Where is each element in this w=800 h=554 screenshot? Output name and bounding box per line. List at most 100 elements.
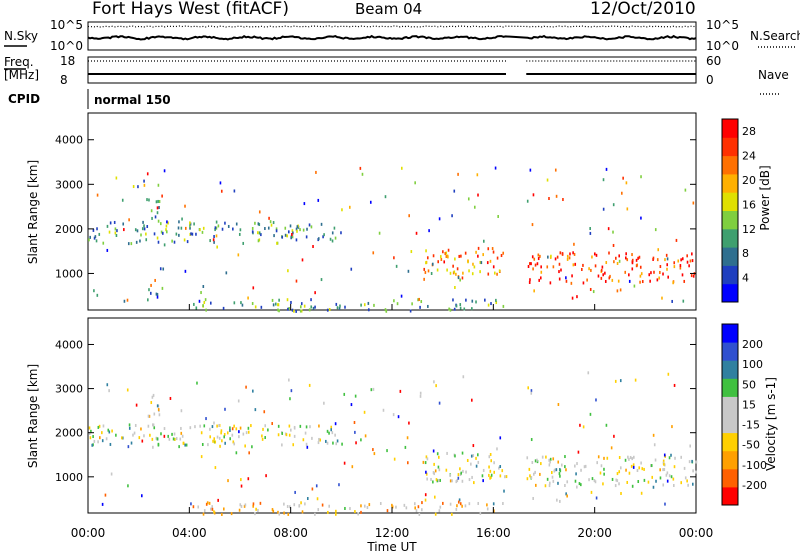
- range-cell: [283, 511, 285, 515]
- range-cell: [272, 221, 275, 225]
- range-cell: [171, 432, 173, 436]
- range-cell: [318, 424, 320, 428]
- range-cell: [564, 465, 566, 469]
- range-cell: [656, 258, 659, 262]
- range-cell: [576, 485, 578, 489]
- range-cell: [238, 435, 240, 439]
- range-cell: [595, 398, 597, 402]
- colorbar-tick-label: 20: [742, 174, 756, 187]
- range-cell: [537, 253, 540, 257]
- range-cell: [154, 278, 156, 282]
- range-cell: [673, 383, 676, 387]
- range-cell: [481, 474, 484, 478]
- range-cell: [415, 509, 418, 513]
- range-cell: [251, 226, 254, 230]
- range-cell: [295, 227, 298, 231]
- range-cell: [110, 472, 113, 476]
- sky-noise-trace: [87, 34, 697, 41]
- range-cell: [589, 287, 592, 291]
- range-cell: [460, 471, 463, 475]
- range-cell: [501, 469, 504, 473]
- range-cell: [300, 302, 303, 306]
- range-cell: [302, 228, 305, 232]
- range-cell: [278, 298, 280, 302]
- freq-tick-bottom: 8: [60, 73, 68, 87]
- range-cell: [289, 505, 291, 509]
- range-cell: [235, 222, 238, 226]
- range-cell: [492, 265, 495, 269]
- range-cell: [546, 265, 549, 269]
- range-cell: [132, 185, 135, 189]
- range-cell: [260, 233, 262, 237]
- range-cell: [477, 254, 479, 258]
- range-cell: [173, 240, 176, 244]
- range-cell: [471, 475, 473, 479]
- velocity-colorbar-label: Velocity [m s-1]: [764, 377, 778, 471]
- range-cell: [631, 457, 634, 461]
- range-cell: [680, 481, 683, 485]
- range-cell: [571, 296, 574, 300]
- range-cell: [529, 278, 531, 282]
- range-cell: [115, 176, 118, 180]
- range-cell: [101, 502, 104, 506]
- range-cell: [278, 309, 280, 313]
- range-cell: [671, 299, 673, 303]
- range-cell: [650, 464, 653, 468]
- range-cell: [311, 436, 313, 440]
- range-cell: [409, 309, 412, 313]
- range-cell: [465, 470, 467, 474]
- range-cell: [271, 298, 274, 302]
- range-cell: [264, 227, 266, 231]
- range-cell: [133, 431, 136, 435]
- range-cell: [344, 305, 346, 309]
- range-cell: [437, 479, 440, 483]
- range-cell: [475, 250, 477, 254]
- range-cell: [634, 378, 637, 382]
- range-cell: [330, 425, 333, 429]
- range-cell: [437, 260, 440, 264]
- range-cell: [526, 477, 529, 481]
- velocity-y-ticks: 1000 2000 3000 4000: [55, 338, 696, 484]
- range-cell: [433, 462, 435, 466]
- range-cell: [459, 278, 461, 282]
- range-cell: [673, 261, 676, 265]
- range-cell: [540, 462, 542, 466]
- range-cell: [148, 198, 150, 202]
- range-cell: [233, 301, 236, 305]
- range-cell: [286, 298, 289, 302]
- range-cell: [425, 249, 427, 253]
- range-cell: [354, 394, 357, 398]
- range-cell: [152, 393, 155, 397]
- range-cell: [203, 424, 206, 428]
- colorbar-segment: [722, 155, 738, 175]
- range-cell: [425, 472, 428, 476]
- colorbar-tick-label: 100: [742, 358, 763, 371]
- range-cell: [152, 445, 154, 449]
- range-cell: [593, 252, 596, 256]
- range-cell: [636, 263, 639, 267]
- range-cell: [625, 468, 627, 472]
- range-cell: [168, 437, 171, 441]
- range-cell: [679, 264, 682, 268]
- range-cell: [672, 477, 675, 481]
- range-cell: [229, 426, 231, 430]
- range-cell: [490, 475, 492, 479]
- range-cell: [92, 228, 95, 232]
- range-cell: [629, 455, 632, 459]
- range-cell: [566, 254, 569, 258]
- range-cell: [608, 276, 611, 280]
- range-cell: [173, 432, 176, 436]
- range-cell: [189, 426, 192, 430]
- range-cell: [526, 456, 529, 460]
- range-cell: [251, 445, 253, 449]
- range-cell: [482, 468, 485, 472]
- range-cell: [163, 243, 166, 247]
- range-cell: [559, 251, 562, 255]
- range-cell: [498, 269, 501, 273]
- range-cell: [254, 408, 257, 412]
- range-cell: [372, 251, 375, 255]
- range-cell: [531, 460, 534, 464]
- range-cell: [562, 198, 564, 202]
- range-cell: [257, 508, 259, 512]
- range-cell: [340, 231, 342, 235]
